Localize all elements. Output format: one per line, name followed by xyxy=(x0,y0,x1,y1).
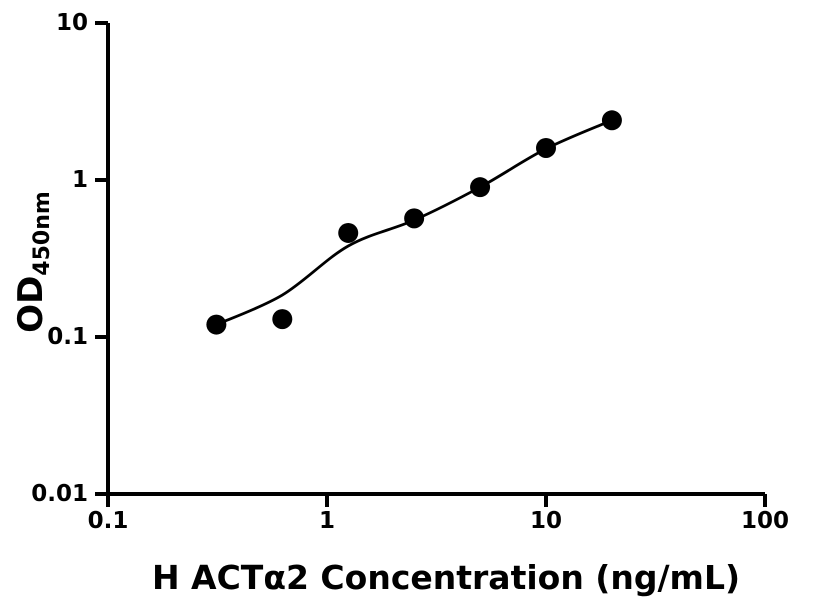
data-point xyxy=(272,309,293,330)
y-tick-label: 0.1 xyxy=(47,324,88,350)
x-tick-label: 0.1 xyxy=(87,508,129,534)
data-point xyxy=(338,222,359,243)
y-tick-label: 1 xyxy=(71,167,88,193)
x-tick-label: 10 xyxy=(529,508,563,534)
y-axis-title-subscript: 450nm xyxy=(30,191,55,276)
data-point xyxy=(601,110,622,131)
y-tick-label: 0.01 xyxy=(31,481,88,507)
y-axis-title-main: OD xyxy=(11,275,51,333)
data-point xyxy=(536,137,556,158)
x-tick-label: 1 xyxy=(318,508,336,534)
x-tick-label: 100 xyxy=(740,508,790,534)
axes xyxy=(106,23,765,496)
data-point xyxy=(404,208,425,229)
y-tick-label: 10 xyxy=(55,10,88,36)
data-point xyxy=(206,314,227,335)
x-axis-title: H ACTα2 Concentration (ng/mL) xyxy=(151,558,741,597)
data-point xyxy=(470,177,491,198)
y-axis-title: OD 450nm xyxy=(11,191,55,333)
